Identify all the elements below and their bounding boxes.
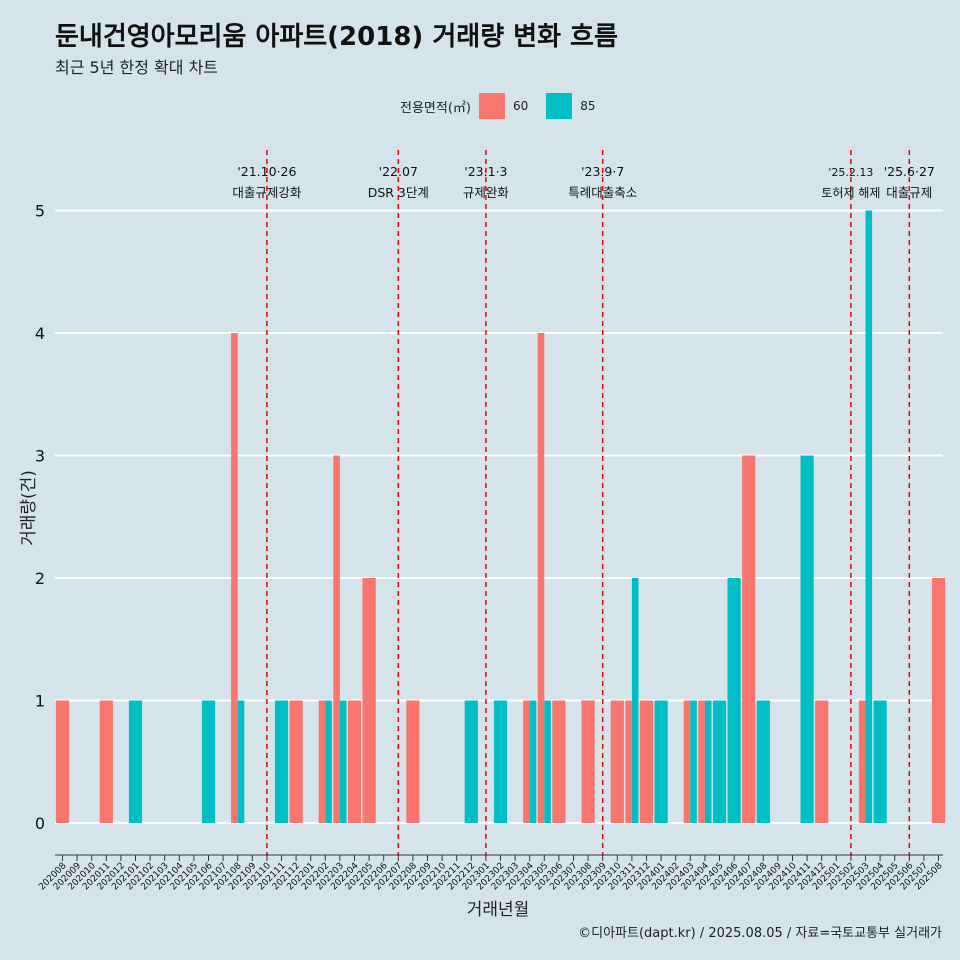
bar-85-202101 (128, 700, 143, 823)
bar-60-202108 (231, 333, 238, 823)
legend-label-85: 85 (580, 99, 596, 113)
legend-swatch-60 (478, 93, 505, 119)
event-name-label: 대출규제 (886, 185, 932, 200)
event-name-label: 대출규제강화 (232, 185, 302, 200)
bar-60-202205 (362, 578, 376, 823)
bar-85-202108 (237, 700, 245, 823)
bar-60-202308 (581, 700, 595, 823)
event-name-label: 토허제 해제 (821, 186, 880, 200)
y-tick-label: 3 (35, 447, 45, 466)
bar-85-202302 (493, 700, 508, 823)
legend-swatch-85 (546, 93, 573, 119)
bar-60-202508 (931, 578, 946, 823)
bar-60-202503 (858, 700, 866, 823)
bar-60-202311 (625, 700, 632, 823)
event-name-label: DSR 3단계 (368, 185, 429, 200)
bar-60-202008 (55, 700, 70, 823)
bars (55, 210, 946, 823)
bar-85-202408 (756, 700, 770, 823)
event-name-label: 특례대출축소 (568, 185, 637, 200)
bar-60-202404 (698, 700, 705, 823)
event-date-label: '21.10·26 (237, 164, 296, 179)
bar-85-202304 (529, 700, 537, 823)
x-axis-title: 거래년월 (467, 900, 530, 920)
bar-60-202312 (639, 700, 654, 823)
bar-60-202202 (318, 700, 326, 823)
legend-label-60: 60 (512, 99, 529, 113)
bar-85-202504 (873, 700, 887, 823)
bar-60-202304 (523, 700, 530, 823)
bar-85-202405 (712, 700, 727, 823)
bar-85-202203 (339, 700, 347, 823)
y-tick-label: 4 (35, 324, 45, 343)
bar-60-202305 (537, 333, 545, 823)
bar-85-202305 (544, 700, 551, 823)
y-axis-title: 거래량(건) (19, 470, 39, 546)
bar-85-202212 (464, 700, 478, 823)
source-caption: ©디아파트(dapt.kr) / 2025.08.05 / 자료=국토교통부 실… (578, 926, 942, 941)
bar-85-202404 (704, 700, 712, 823)
bar-85-202503 (865, 210, 873, 823)
chart-subtitle: 최근 5년 한정 확대 차트 (55, 58, 219, 77)
bar-60-202403 (683, 700, 691, 823)
bar-60-202112 (289, 700, 303, 823)
bar-60-202412 (815, 700, 829, 823)
axes: 2020082020092020102020112020122021012021… (37, 854, 945, 892)
bar-60-202208 (406, 700, 420, 823)
bar-85-202202 (325, 700, 332, 823)
chart-title: 둔내건영아모리움 아파트(2018) 거래량 변화 흐름 (55, 22, 618, 52)
legend-title: 전용면적(㎡) (400, 100, 471, 116)
event-date-label: '23.9·7 (581, 164, 624, 179)
event-name-label: 규제완화 (463, 185, 510, 200)
bar-85-202311 (631, 578, 639, 823)
bar-60-202310 (610, 700, 624, 823)
bar-60-202407 (742, 455, 756, 823)
legend: 전용면적(㎡) 60 85 (400, 93, 596, 119)
event-date-label: '25.2.13 (828, 166, 873, 179)
event-date-label: '25.6·27 (884, 164, 935, 179)
bar-85-202111 (274, 700, 289, 823)
y-tick-label: 1 (35, 692, 45, 711)
y-tick-label: 2 (35, 569, 45, 588)
bar-60-202011 (99, 700, 113, 823)
bar-60-202306 (552, 700, 566, 823)
bar-85-202106 (201, 700, 216, 823)
event-date-label: '23.1·3 (464, 164, 507, 179)
bar-85-202411 (800, 455, 814, 823)
y-tick-label: 5 (35, 202, 45, 221)
event-date-label: '22.07 (379, 164, 418, 179)
y-tick-label: 0 (35, 814, 45, 833)
event-lines: '21.10·26 대출규제강화 '22.07 DSR 3단계 '23.1·3 규제완화 '… (232, 150, 935, 856)
bar-85-202406 (727, 578, 741, 823)
bar-85-202401 (654, 700, 668, 823)
bar-85-202403 (690, 700, 697, 823)
bar-60-202204 (347, 700, 362, 823)
bar-60-202203 (333, 455, 340, 823)
